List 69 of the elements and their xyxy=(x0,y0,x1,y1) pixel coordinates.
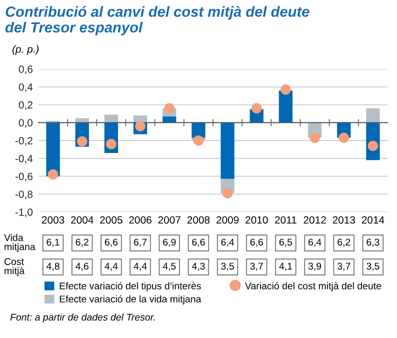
text: 6,9 xyxy=(163,238,176,247)
text: 6,6 xyxy=(104,238,118,247)
x-tick-label: 2013 xyxy=(332,216,356,224)
text: 4,4 xyxy=(104,262,118,271)
point xyxy=(48,169,58,180)
legend-label: Variació del cost mitjà del deute xyxy=(245,282,382,292)
text: 3,9 xyxy=(308,262,322,271)
text: 6,4 xyxy=(221,238,234,247)
text: 6,5 xyxy=(279,238,292,247)
text: 6,6 xyxy=(192,238,205,247)
text: 4,1 xyxy=(279,262,292,271)
x-tick-label: 2004 xyxy=(71,216,94,224)
bar xyxy=(192,122,206,138)
point xyxy=(193,135,204,146)
text: 6,3 xyxy=(366,238,380,247)
point xyxy=(76,136,88,147)
x-tick-label: 2014 xyxy=(362,216,384,224)
text: 3,7 xyxy=(337,262,350,271)
x-tick-label: 2011 xyxy=(275,216,296,224)
text: 4,3 xyxy=(192,262,205,271)
point xyxy=(338,132,350,143)
point xyxy=(251,103,262,114)
y-tick-label: 0,2 xyxy=(18,101,32,110)
y-tick-label: 0,6 xyxy=(18,66,32,74)
text: 3,5 xyxy=(221,262,234,271)
x-tick-label: 2012 xyxy=(304,216,326,224)
text: 3,5 xyxy=(366,262,380,271)
y-tick-label: 0,0 xyxy=(18,119,33,128)
text: 6,2 xyxy=(76,238,88,247)
text: 4,4 xyxy=(134,262,147,271)
y-tick-label: -0,6 xyxy=(15,172,32,182)
x-tick-label: 2006 xyxy=(129,216,152,224)
x-tick-label: 2008 xyxy=(187,216,210,224)
legend-label: Efecte variació del tipus d’interès xyxy=(60,282,201,292)
chart-title: Contribució al canvi del cost mitjà del deute del Tresor espanyol xyxy=(5,6,310,36)
text: 6,2 xyxy=(338,238,350,247)
bar xyxy=(220,122,234,179)
x-tick-label: 2003 xyxy=(42,216,64,224)
y-tick-label: -1,0 xyxy=(15,208,33,218)
point xyxy=(164,103,175,114)
y-tick-label: -0,2 xyxy=(15,137,32,146)
y-tick-label: -0,4 xyxy=(15,154,33,164)
bar xyxy=(46,122,60,176)
text: 4,8 xyxy=(46,262,60,271)
text: 6,4 xyxy=(308,238,322,247)
bar xyxy=(278,90,293,123)
point xyxy=(310,132,320,143)
x-tick-label: 2010 xyxy=(246,216,268,224)
text: 4,6 xyxy=(76,262,88,271)
text: 6,1 xyxy=(46,238,60,247)
y-axis-title: (p. p.) xyxy=(12,45,39,55)
bar xyxy=(104,114,118,123)
point xyxy=(106,138,116,150)
text: Cost mitjà xyxy=(4,258,25,276)
text: Font: a partir de dades del Tresor. xyxy=(10,313,155,323)
x-tick-label: 2009 xyxy=(216,216,239,224)
point xyxy=(280,84,291,95)
y-tick-label: -0,8 xyxy=(15,190,32,200)
text: Vida mitjana xyxy=(4,234,36,252)
text: 4,5 xyxy=(162,262,176,271)
legend-label: Efecte variació de la vida mitjana xyxy=(60,295,202,304)
x-tick-label: 2007 xyxy=(158,216,180,224)
y-tick-label: 0,4 xyxy=(18,83,33,92)
text: 6,6 xyxy=(250,238,263,247)
x-tick-label: 2005 xyxy=(100,216,122,224)
point xyxy=(222,188,233,198)
text: 6,7 xyxy=(134,238,147,247)
bar xyxy=(366,108,380,123)
text: 3,7 xyxy=(250,262,263,271)
